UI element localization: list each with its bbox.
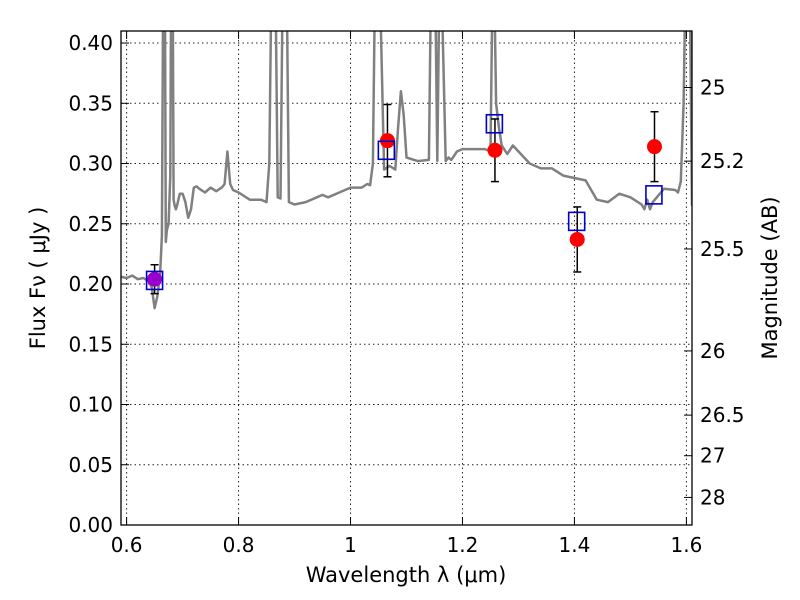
magnitude-tick-label: 25 (700, 76, 725, 100)
y-tick-label: 0.35 (68, 91, 113, 115)
model-spectrum-line (121, 31, 692, 310)
x-tick-label: 1.6 (670, 533, 702, 557)
x-tick-label: 0.8 (223, 533, 255, 557)
magnitude-tick-label: 25.2 (700, 149, 745, 173)
y-tick-label: 0.15 (68, 332, 113, 356)
y-tick-label: 0.10 (68, 393, 113, 417)
x-tick-label: 1.2 (447, 533, 479, 557)
y-tick-label: 0.20 (68, 272, 113, 296)
marker-layer (145, 103, 663, 295)
y-axis-title: Flux Fν ( μJy ) (26, 207, 50, 350)
grid-lines (121, 31, 692, 526)
observed-point (569, 231, 585, 247)
axis-ticks (121, 31, 692, 526)
spectrum-layer (121, 31, 692, 310)
tick-labels: 0.6 0.8 1 1.2 1.4 1.6 0.00 0.05 0.10 0.15 0.20 0.25… (68, 31, 744, 557)
model-point (145, 270, 164, 291)
x-tick-label: 1.4 (559, 533, 591, 557)
magnitude-tick-label: 27 (700, 444, 725, 468)
observed-point (487, 142, 503, 158)
x-axis-title: Wavelength λ (μm) (306, 563, 507, 587)
plot-frame (120, 30, 693, 526)
y-tick-label: 0.00 (68, 513, 113, 537)
magnitude-tick-label: 25.5 (700, 237, 745, 261)
x-tick-label: 1 (344, 533, 357, 557)
observed-point (646, 139, 662, 155)
model-point (645, 185, 663, 205)
model-point (567, 211, 586, 232)
y-tick-label: 0.40 (68, 31, 113, 55)
y-tick-label: 0.25 (68, 212, 113, 236)
magnitude-axis-title: Magnitude (AB) (758, 196, 782, 359)
y-tick-label: 0.05 (68, 453, 113, 477)
magnitude-tick-label: 28 (700, 485, 725, 509)
y-tick-label: 0.30 (68, 152, 113, 176)
observed-point (147, 271, 163, 287)
model-point (377, 140, 396, 161)
magnitude-tick-label: 26 (700, 339, 725, 363)
x-tick-label: 0.6 (111, 533, 143, 557)
model-point (485, 113, 504, 134)
magnitude-tick-label: 26.5 (700, 403, 745, 427)
